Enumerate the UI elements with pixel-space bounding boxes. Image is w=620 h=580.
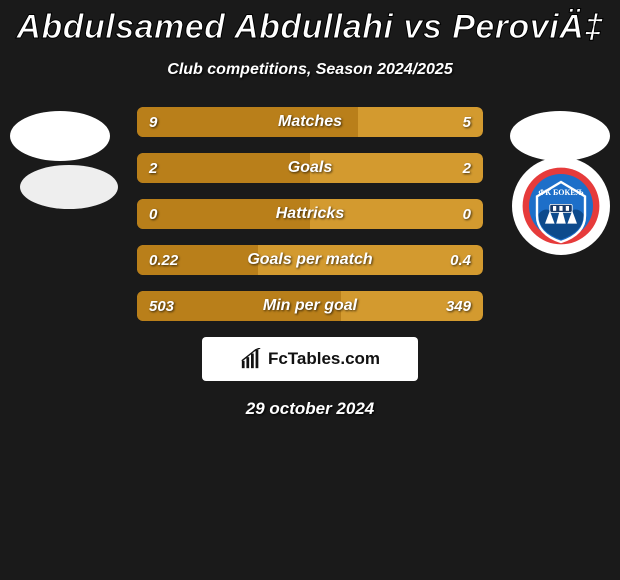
player1-avatar-placeholder <box>10 111 110 161</box>
player2-club-badge: ФК БОКЕЉ <box>512 157 610 255</box>
page-title: Abdulsamed Abdullahi vs PeroviÄ‡ <box>0 8 620 47</box>
stat-right-value: 0 <box>463 206 471 223</box>
svg-text:ФК БОКЕЉ: ФК БОКЕЉ <box>538 188 583 197</box>
stat-right-value: 5 <box>463 114 471 131</box>
stat-row: 9Matches5 <box>137 107 483 137</box>
stat-row: 503Min per goal349 <box>137 291 483 321</box>
stat-row: 0.22Goals per match0.4 <box>137 245 483 275</box>
stat-row: 0Hattricks0 <box>137 199 483 229</box>
chart-icon <box>240 348 262 370</box>
stat-label: Matches <box>137 113 483 131</box>
player2-avatar-placeholder <box>510 111 610 161</box>
player1-club-placeholder <box>20 165 118 209</box>
club-crest-icon: ФК БОКЕЉ <box>521 166 601 246</box>
stat-label: Goals <box>137 159 483 177</box>
stat-row: 2Goals2 <box>137 153 483 183</box>
stat-label: Goals per match <box>137 251 483 269</box>
stat-right-value: 0.4 <box>450 252 471 269</box>
comparison-infographic: Abdulsamed Abdullahi vs PeroviÄ‡ Club co… <box>0 0 620 580</box>
stat-label: Hattricks <box>137 205 483 223</box>
stat-right-value: 2 <box>463 160 471 177</box>
stat-right-value: 349 <box>446 298 471 315</box>
stat-rows: 9Matches5 2Goals2 0Hattricks0 0.22Goals per… <box>137 107 483 321</box>
brand-badge: FcTables.com <box>202 337 418 381</box>
page-subtitle: Club competitions, Season 2024/2025 <box>0 61 620 79</box>
stat-label: Min per goal <box>137 297 483 315</box>
compare-area: ФК БОКЕЉ 9Matches5 2Goals2 0Hattricks0 0.22… <box>0 107 620 321</box>
brand-text: FcTables.com <box>268 349 380 369</box>
date-label: 29 october 2024 <box>0 399 620 419</box>
